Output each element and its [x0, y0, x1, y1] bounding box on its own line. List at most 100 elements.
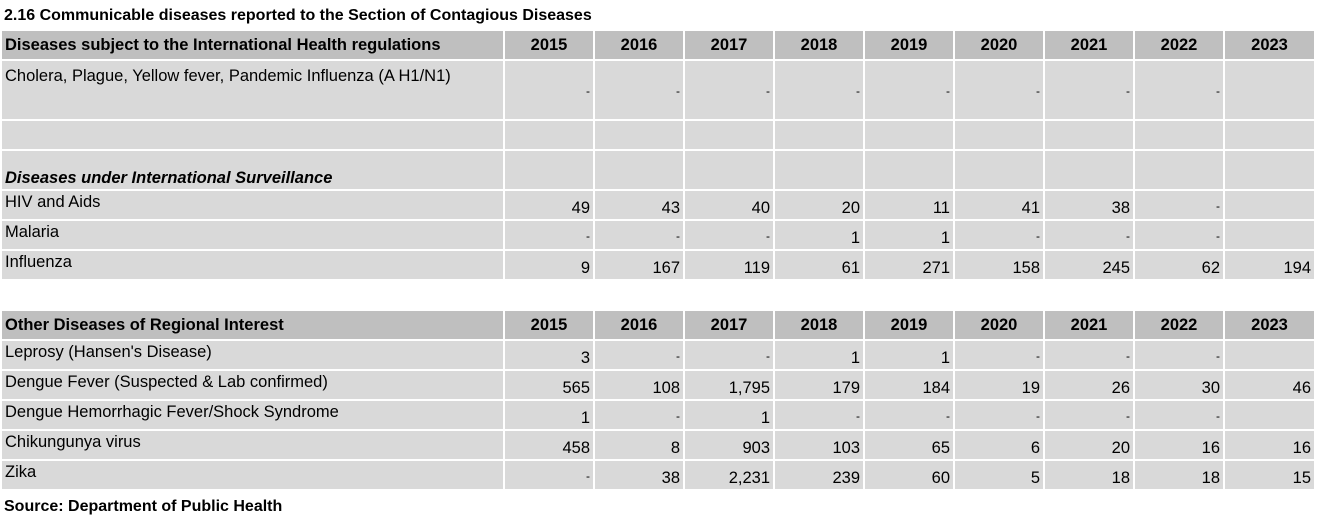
value-cell	[1225, 341, 1316, 371]
value-cell: 5	[955, 461, 1045, 491]
value-cell: 18	[1045, 461, 1135, 491]
value-cell: 20	[775, 191, 865, 221]
table-cell	[505, 121, 595, 151]
value-cell: 15	[1225, 461, 1316, 491]
dash-value: -	[1216, 228, 1220, 243]
value-cell: 16	[1135, 431, 1225, 461]
column-header-year: 2023	[1225, 31, 1316, 61]
value-cell: 43	[595, 191, 685, 221]
value-cell: 565	[505, 371, 595, 401]
table-body: Cholera, Plague, Yellow fever, Pandemic …	[2, 61, 1316, 121]
dash-value: -	[946, 408, 950, 423]
dash-value: -	[1036, 228, 1040, 243]
source-note: Source: Department of Public Health	[4, 498, 283, 515]
dash-value: -	[1216, 83, 1220, 98]
value-cell: 903	[685, 431, 775, 461]
dash-value: -	[1126, 348, 1130, 363]
table-cell	[775, 121, 865, 151]
value-cell: -	[955, 221, 1045, 251]
disease-label: Dengue Fever (Suspected & Lab confirmed)	[2, 371, 505, 401]
value-cell: 40	[685, 191, 775, 221]
dash-value: -	[766, 228, 770, 243]
value-cell: 11	[865, 191, 955, 221]
value-cell: 179	[775, 371, 865, 401]
value-cell: -	[1135, 221, 1225, 251]
dash-value: -	[856, 408, 860, 423]
value-cell: 2,231	[685, 461, 775, 491]
value-cell: 184	[865, 371, 955, 401]
column-header-year: 2015	[505, 311, 595, 341]
dash-value: -	[1036, 408, 1040, 423]
table-cell	[775, 151, 865, 191]
value-cell: 6	[955, 431, 1045, 461]
column-header-year: 2021	[1045, 31, 1135, 61]
value-cell: 1	[685, 401, 775, 431]
value-cell: -	[595, 341, 685, 371]
value-cell: 20	[1045, 431, 1135, 461]
value-cell: 60	[865, 461, 955, 491]
dash-value: -	[856, 83, 860, 98]
dash-value: -	[586, 468, 590, 483]
disease-label: Leprosy (Hansen's Disease)	[2, 341, 505, 371]
column-header-year: 2018	[775, 311, 865, 341]
table-row: Influenza 9 167 119 61 271 158 245 62 194	[2, 251, 1316, 281]
value-cell: 9	[505, 251, 595, 281]
column-header-year: 2020	[955, 31, 1045, 61]
table-cell	[595, 121, 685, 151]
value-cell: -	[955, 341, 1045, 371]
value-cell: -	[505, 61, 595, 121]
value-cell: 458	[505, 431, 595, 461]
value-cell: -	[1135, 341, 1225, 371]
value-cell: -	[955, 401, 1045, 431]
dash-value: -	[1036, 348, 1040, 363]
value-cell: -	[685, 61, 775, 121]
value-cell: -	[505, 221, 595, 251]
table-cell	[955, 121, 1045, 151]
header-row: Other Diseases of Regional Interest 2015…	[2, 311, 1316, 341]
table-row: Dengue Hemorrhagic Fever/Shock Syndrome 1…	[2, 401, 1316, 431]
value-cell: -	[775, 401, 865, 431]
table-cell	[1225, 121, 1316, 151]
dash-value: -	[676, 408, 680, 423]
value-cell: 167	[595, 251, 685, 281]
table-cell	[505, 151, 595, 191]
value-cell: -	[955, 61, 1045, 121]
table-cell	[1045, 151, 1135, 191]
value-cell	[1225, 401, 1316, 431]
dash-value: -	[586, 228, 590, 243]
table-body: Leprosy (Hansen's Disease) 3- -1 1- - - Dengue…	[2, 341, 1316, 491]
value-cell: 26	[1045, 371, 1135, 401]
section-row: Diseases under International Surveillanc…	[2, 151, 1316, 191]
column-header-year: 2021	[1045, 311, 1135, 341]
disease-label: Chikungunya virus	[2, 431, 505, 461]
value-cell: 49	[505, 191, 595, 221]
value-cell: -	[1045, 401, 1135, 431]
table-row: HIV and Aids 49 43 40 20 11 41 38 -	[2, 191, 1316, 221]
dash-value: -	[676, 83, 680, 98]
dash-value: -	[766, 83, 770, 98]
dash-value: -	[1126, 228, 1130, 243]
column-header-year: 2022	[1135, 311, 1225, 341]
disease-label: Dengue Hemorrhagic Fever/Shock Syndrome	[2, 401, 505, 431]
dash-value: -	[1216, 198, 1220, 213]
header-row: Diseases subject to the International He…	[2, 31, 1316, 61]
table-cell	[1045, 121, 1135, 151]
value-cell: 38	[595, 461, 685, 491]
table-cell	[1225, 151, 1316, 191]
dash-value: -	[766, 348, 770, 363]
dash-value: -	[1216, 408, 1220, 423]
dash-value: -	[946, 83, 950, 98]
column-header-disease: Diseases subject to the International He…	[2, 31, 505, 61]
table-cell	[2, 121, 505, 151]
dash-value: -	[1126, 408, 1130, 423]
table-cell	[865, 121, 955, 151]
value-cell: 65	[865, 431, 955, 461]
column-header-year: 2016	[595, 311, 685, 341]
value-cell	[1225, 221, 1316, 251]
value-cell: 1,795	[685, 371, 775, 401]
blank-row	[2, 121, 1316, 151]
table-cell	[685, 151, 775, 191]
value-cell: 194	[1225, 251, 1316, 281]
dash-value: -	[586, 83, 590, 98]
column-header-year: 2015	[505, 31, 595, 61]
